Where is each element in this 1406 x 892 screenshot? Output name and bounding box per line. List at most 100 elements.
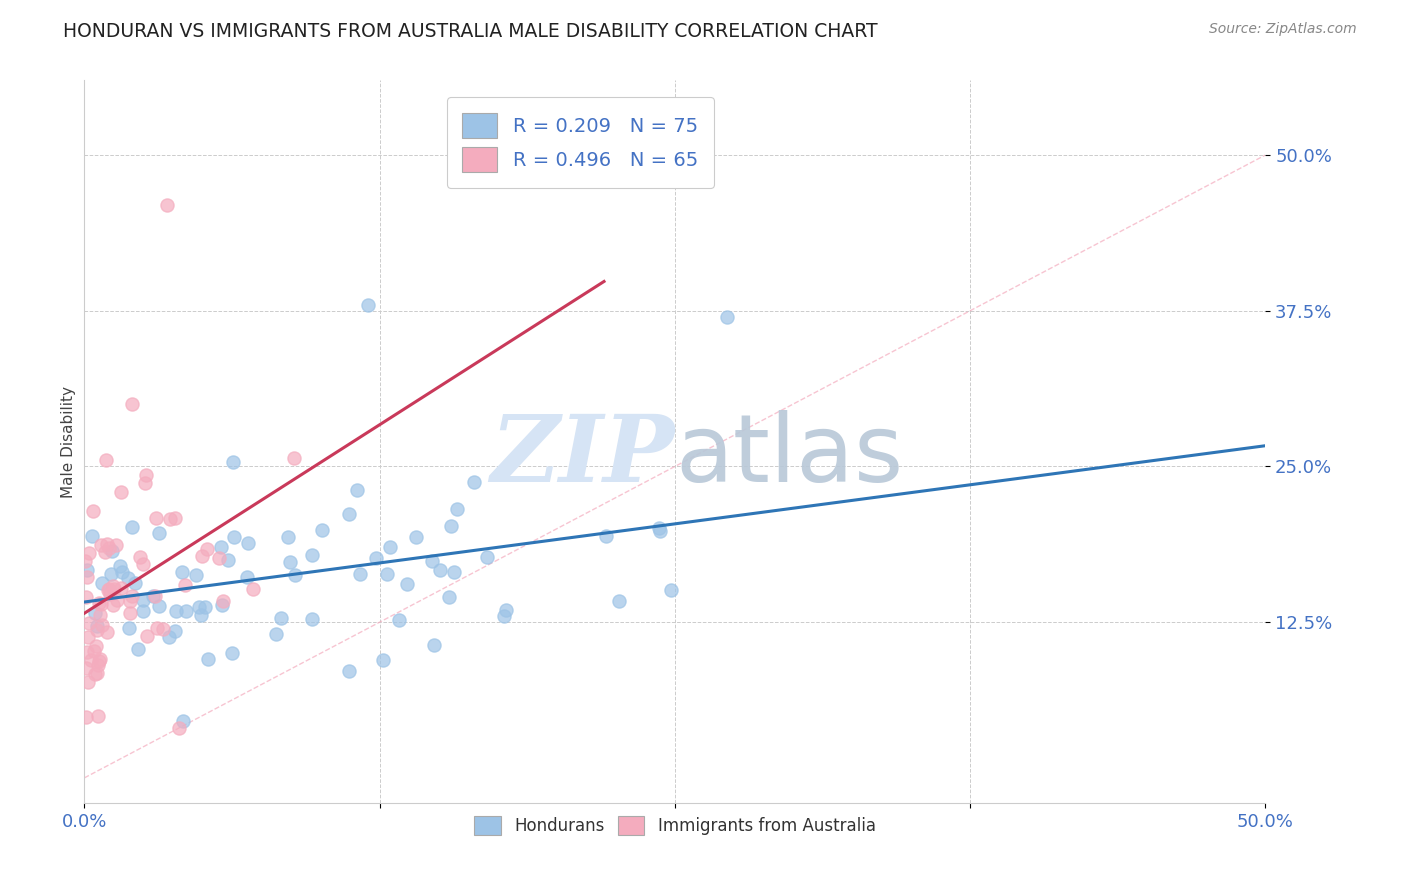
Point [90, 538, 112, 552]
Legend: Hondurans, Immigrants from Australia: Hondurans, Immigrants from Australia [467, 809, 883, 841]
Point [101, 579, 124, 593]
Point [132, 557, 155, 571]
Point [75, 661, 97, 675]
Point [209, 540, 232, 554]
Point [94, 544, 117, 558]
Point [75, 554, 97, 568]
Point [405, 530, 427, 544]
Point [90, 617, 112, 632]
Point [188, 599, 211, 614]
Point [121, 397, 143, 411]
Point [156, 198, 179, 212]
Point [77, 630, 100, 644]
Point [157, 630, 180, 644]
Point [148, 599, 170, 613]
Point [475, 549, 498, 564]
Point [357, 297, 380, 311]
Point [87, 709, 110, 723]
Point [174, 578, 197, 592]
Point [132, 604, 155, 618]
Point [80, 529, 103, 543]
Point [124, 576, 146, 591]
Point [86, 619, 108, 633]
Point [211, 598, 233, 612]
Text: atlas: atlas [675, 410, 903, 502]
Point [373, 653, 395, 667]
Point [242, 582, 264, 596]
Point [121, 589, 143, 603]
Point [89, 654, 111, 668]
Y-axis label: Male Disability: Male Disability [60, 385, 76, 498]
Point [235, 570, 257, 584]
Point [110, 485, 132, 500]
Point [108, 559, 131, 574]
Point [190, 608, 212, 623]
Point [222, 455, 245, 469]
Point [375, 567, 398, 582]
Point [135, 629, 157, 643]
Point [337, 665, 360, 679]
Point [277, 530, 299, 544]
Point [80, 652, 103, 666]
Point [337, 507, 360, 521]
Point [301, 548, 323, 562]
Point [283, 450, 305, 465]
Point [104, 538, 127, 552]
Point [103, 582, 125, 597]
Point [94, 452, 117, 467]
Point [388, 613, 411, 627]
Point [82, 504, 104, 518]
Point [174, 604, 197, 618]
Point [648, 524, 671, 538]
Point [118, 594, 141, 608]
Point [76, 675, 98, 690]
Point [75, 710, 97, 724]
Point [446, 502, 468, 516]
Text: ZIP: ZIP [491, 411, 675, 501]
Point [190, 549, 212, 563]
Point [463, 475, 485, 489]
Point [87, 658, 110, 673]
Point [132, 593, 155, 607]
Point [217, 553, 239, 567]
Point [349, 566, 371, 581]
Point [163, 624, 186, 639]
Point [264, 627, 287, 641]
Point [152, 622, 174, 636]
Point [98, 587, 121, 601]
Point [100, 544, 122, 558]
Point [120, 606, 142, 620]
Point [87, 596, 110, 610]
Point [142, 589, 165, 603]
Point [197, 652, 219, 666]
Point [423, 639, 446, 653]
Point [145, 511, 167, 525]
Point [117, 571, 139, 585]
Point [159, 512, 181, 526]
Point [311, 523, 333, 537]
Point [222, 530, 245, 544]
Point [127, 642, 149, 657]
Point [91, 576, 114, 591]
Point [105, 593, 128, 607]
Point [98, 541, 121, 556]
Point [84, 607, 107, 621]
Point [595, 529, 617, 543]
Point [270, 610, 292, 624]
Point [194, 599, 217, 614]
Point [607, 594, 630, 608]
Point [378, 541, 401, 555]
Point [75, 591, 97, 605]
Point [77, 546, 100, 560]
Point [440, 518, 463, 533]
Point [648, 521, 671, 535]
Point [100, 566, 122, 581]
Point [148, 525, 170, 540]
Point [301, 611, 323, 625]
Point [97, 582, 120, 597]
Point [221, 646, 243, 660]
Point [111, 566, 134, 580]
Point [146, 621, 169, 635]
Point [83, 644, 105, 658]
Point [86, 624, 108, 638]
